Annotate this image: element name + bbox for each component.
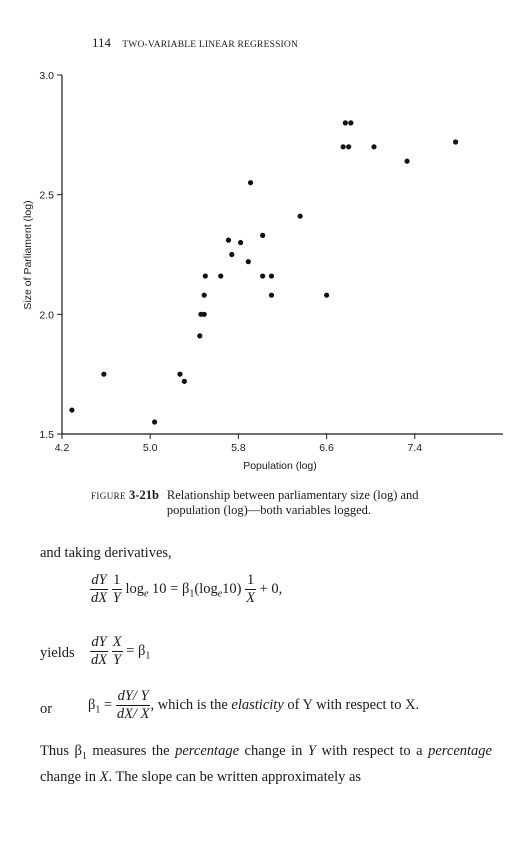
data-point <box>371 144 377 150</box>
y-tick-label: 1.5 <box>39 429 54 441</box>
y-tick-label: 3.0 <box>39 70 54 82</box>
data-point <box>201 311 207 317</box>
data-point <box>260 232 266 238</box>
data-point <box>177 371 183 377</box>
chart-points <box>69 120 459 425</box>
figure-caption: FIGURE 3-21b Relationship between parlia… <box>91 488 471 518</box>
elasticity-term: elasticity <box>231 696 284 713</box>
scatter-chart: 1.5 2.0 2.5 3.0 4.2 5.0 5.8 6.6 7.4 Population (… <box>22 70 503 472</box>
data-point <box>297 213 303 219</box>
running-header: 114 TWO-VARIABLE LINEAR REGRESSION <box>92 35 298 51</box>
yields-word: yields <box>40 645 75 661</box>
y-tick-label: 2.5 <box>39 190 54 202</box>
data-point <box>229 251 235 258</box>
data-point <box>268 292 275 298</box>
figure-label: FIGURE 3-21b <box>91 488 159 502</box>
x-tick-label: 6.6 <box>319 442 334 454</box>
data-point <box>152 419 158 425</box>
chart-axes: 1.5 2.0 2.5 3.0 4.2 5.0 5.8 6.6 7.4 <box>39 70 503 454</box>
x-tick-label: 7.4 <box>407 442 422 454</box>
data-point <box>247 180 254 186</box>
data-point <box>238 239 244 246</box>
data-point <box>452 139 459 145</box>
data-point <box>201 292 207 298</box>
data-point <box>225 237 232 243</box>
page-number: 114 <box>92 35 112 50</box>
data-point <box>101 371 107 377</box>
data-point <box>260 273 266 279</box>
x-tick-label: 5.8 <box>231 442 246 454</box>
data-point <box>69 407 75 413</box>
data-point <box>268 273 275 279</box>
running-title: TWO-VARIABLE LINEAR REGRESSION <box>122 40 299 50</box>
body-paragraph: Thus β1 measures the percentage change i… <box>40 743 492 785</box>
data-point <box>202 273 208 279</box>
data-point <box>197 333 203 339</box>
data-point <box>218 273 224 279</box>
data-point <box>324 292 330 298</box>
data-point <box>348 120 354 126</box>
data-point <box>346 144 352 150</box>
data-point <box>181 378 187 384</box>
x-tick-label: 4.2 <box>55 442 70 454</box>
intro-text: and taking derivatives, <box>40 545 172 561</box>
data-point <box>245 259 251 265</box>
or-word: or <box>40 701 53 717</box>
y-tick-label: 2.0 <box>39 309 54 321</box>
x-axis-label: Population (log) <box>243 460 317 472</box>
caption-text: Relationship between parliamentary size … <box>166 488 419 517</box>
data-point <box>404 158 410 164</box>
y-axis-label: Size of Parliament (log) <box>22 200 34 309</box>
data-point <box>342 120 348 126</box>
data-point <box>340 144 346 150</box>
x-tick-label: 5.0 <box>143 442 158 454</box>
